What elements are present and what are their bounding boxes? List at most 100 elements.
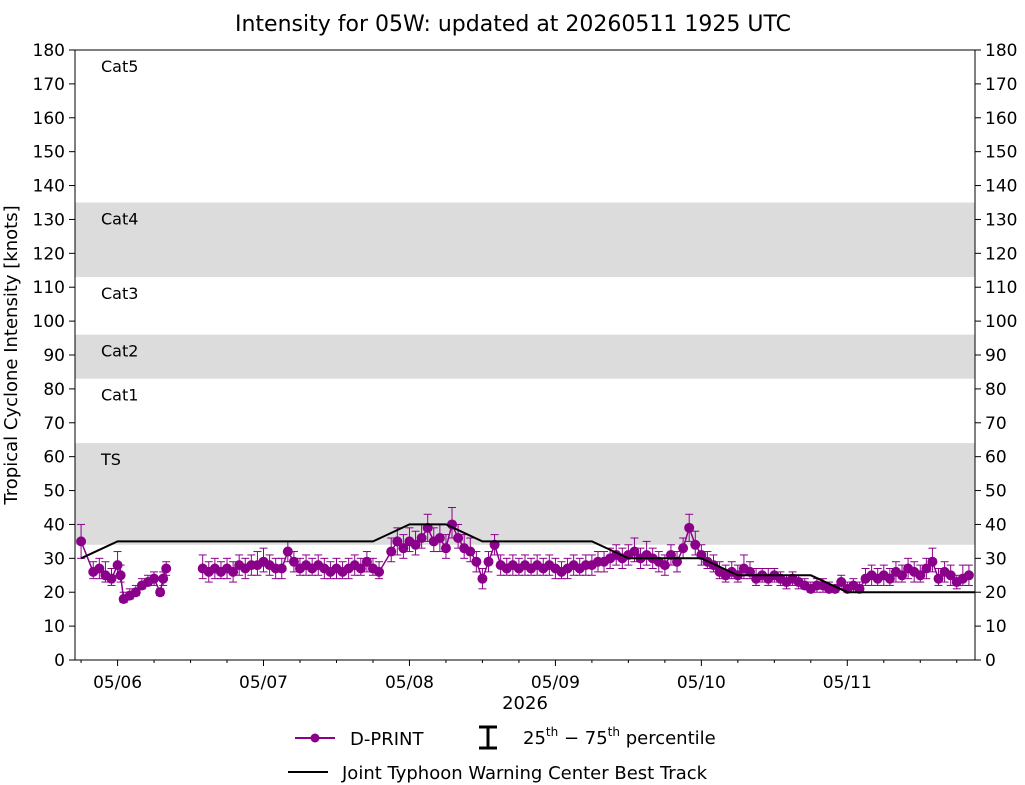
y-tick-label-right: 180 bbox=[985, 41, 1017, 61]
legend-entry-best-track: Joint Typhoon Warning Center Best Track bbox=[288, 763, 708, 784]
dprint-point bbox=[884, 573, 895, 584]
y-tick-label-right: 100 bbox=[985, 312, 1017, 332]
dprint-point bbox=[915, 570, 926, 581]
band-label-cat1: Cat1 bbox=[101, 386, 138, 405]
y-tick-label-left: 40 bbox=[43, 515, 65, 535]
band-ts bbox=[75, 443, 975, 545]
legend-entry-percentile: 25th − 75th percentile bbox=[479, 725, 716, 750]
dprint-point bbox=[690, 539, 701, 550]
y-tick-label-right: 30 bbox=[985, 549, 1007, 569]
dprint-point bbox=[130, 587, 141, 598]
legend-best-track-label: Joint Typhoon Warning Center Best Track bbox=[341, 763, 708, 784]
dprint-point bbox=[684, 522, 695, 533]
dprint-point bbox=[483, 556, 494, 567]
dprint-point bbox=[158, 573, 169, 584]
dprint-point bbox=[471, 556, 482, 567]
y-tick-label-right: 40 bbox=[985, 515, 1007, 535]
dprint-point bbox=[106, 573, 117, 584]
dprint-point bbox=[921, 563, 932, 574]
x-tick-label: 05/11 bbox=[823, 673, 872, 693]
y-tick-label-left: 100 bbox=[33, 312, 65, 332]
y-tick-label-left: 0 bbox=[54, 651, 65, 671]
dprint-point bbox=[629, 546, 640, 557]
band-label-cat2: Cat2 bbox=[101, 342, 138, 361]
y-axis-right: 0 10 20 30 40 50 60 70 80 90 100 110 120 130 140 150 160… bbox=[975, 41, 1017, 671]
y-tick-label-left: 150 bbox=[33, 143, 65, 163]
legend: D-PRINT 25th − 75th percentile Joint Typ… bbox=[288, 725, 716, 784]
dprint-point bbox=[836, 577, 847, 588]
dprint-point bbox=[410, 539, 421, 550]
series-best-track bbox=[80, 523, 975, 594]
band-labels: TS Cat1 Cat2 Cat3 Cat4 Cat5 bbox=[100, 57, 138, 469]
chart-title: Intensity for 05W: updated at 20260511 1… bbox=[235, 12, 791, 37]
dprint-point bbox=[963, 570, 974, 581]
dprint-point bbox=[386, 546, 397, 557]
y-tick-label-right: 150 bbox=[985, 143, 1017, 163]
best-track-line bbox=[80, 523, 975, 594]
band-label-ts: TS bbox=[100, 450, 121, 469]
dprint-point bbox=[374, 566, 385, 577]
x-tick-label: 05/10 bbox=[677, 673, 726, 693]
band-label-cat3: Cat3 bbox=[101, 284, 138, 303]
y-tick-label-right: 120 bbox=[985, 244, 1017, 264]
y-tick-label-right: 50 bbox=[985, 482, 1007, 502]
y-tick-label-right: 110 bbox=[985, 278, 1017, 298]
y-tick-label-left: 80 bbox=[43, 380, 65, 400]
dprint-point bbox=[927, 556, 938, 567]
dprint-point bbox=[361, 556, 372, 567]
band-label-cat4: Cat4 bbox=[101, 210, 138, 229]
x-tick-label: 05/08 bbox=[385, 673, 434, 693]
dprint-point bbox=[416, 533, 427, 543]
y-tick-label-left: 120 bbox=[33, 244, 65, 264]
dprint-point bbox=[678, 543, 689, 554]
dprint-point bbox=[94, 563, 105, 574]
dprint-point bbox=[155, 587, 166, 598]
y-tick-label-left: 20 bbox=[43, 583, 65, 603]
intensity-bands bbox=[75, 202, 975, 545]
y-tick-label-right: 130 bbox=[985, 210, 1017, 230]
legend-dprint-marker bbox=[310, 733, 320, 743]
dprint-point bbox=[465, 546, 476, 557]
dprint-point bbox=[434, 533, 445, 543]
dprint-point bbox=[228, 566, 239, 577]
x-tick-label: 05/06 bbox=[93, 673, 142, 693]
y-tick-label-right: 80 bbox=[985, 380, 1007, 400]
y-tick-label-left: 180 bbox=[33, 41, 65, 61]
dprint-point bbox=[76, 536, 87, 547]
series-dprint bbox=[76, 507, 974, 604]
dprint-point bbox=[355, 563, 366, 574]
y-tick-label-left: 10 bbox=[43, 617, 65, 637]
y-tick-label-right: 20 bbox=[985, 583, 1007, 603]
dprint-point bbox=[477, 573, 488, 584]
y-axis-left: 0 10 20 30 40 50 60 70 80 90 100 110 120 130 140 150 160… bbox=[33, 41, 75, 671]
dprint-point bbox=[897, 570, 908, 581]
dprint-point bbox=[933, 573, 944, 584]
y-tick-label-left: 60 bbox=[43, 448, 65, 468]
legend-percentile-label: 25th − 75th percentile bbox=[523, 725, 716, 749]
y-tick-label-right: 160 bbox=[985, 109, 1017, 129]
dprint-point bbox=[392, 536, 403, 547]
dprint-point bbox=[161, 563, 172, 574]
legend-dprint-label: D-PRINT bbox=[350, 729, 424, 750]
dprint-point bbox=[453, 533, 464, 543]
series-layer bbox=[76, 507, 975, 604]
dprint-point bbox=[282, 546, 293, 557]
y-tick-label-right: 170 bbox=[985, 75, 1017, 95]
x-axis: 05/06 05/07 05/08 05/09 05/10 05/11 bbox=[80, 660, 958, 693]
band-cat2 bbox=[75, 334, 975, 379]
dprint-point bbox=[440, 543, 451, 554]
y-tick-label-right: 60 bbox=[985, 448, 1007, 468]
dprint-point bbox=[659, 560, 670, 571]
dprint-point bbox=[945, 570, 956, 581]
dprint-point bbox=[149, 573, 160, 584]
y-tick-label-left: 90 bbox=[43, 346, 65, 366]
band-cat4 bbox=[75, 202, 975, 278]
y-tick-label-left: 130 bbox=[33, 210, 65, 230]
y-tick-label-left: 50 bbox=[43, 482, 65, 502]
x-tick-label: 05/07 bbox=[239, 673, 288, 693]
y-tick-label-right: 140 bbox=[985, 177, 1017, 197]
x-axis-label: 2026 bbox=[502, 693, 548, 714]
dprint-point bbox=[115, 570, 126, 581]
dprint-point bbox=[276, 563, 287, 574]
